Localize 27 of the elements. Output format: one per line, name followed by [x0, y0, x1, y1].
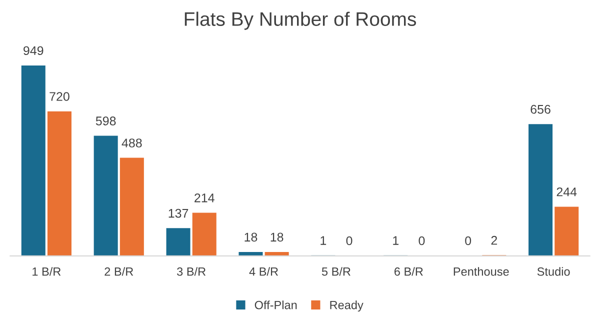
data-label: 0 [346, 236, 352, 246]
x-tick-label: 5 B/R [322, 267, 350, 276]
data-label: 1 [393, 236, 398, 245]
data-label: 214 [194, 193, 214, 202]
data-label: 720 [50, 92, 70, 101]
data-label: 137 [168, 208, 188, 218]
data-label: 244 [556, 187, 577, 196]
x-tick-label: 4 B/R [249, 267, 278, 276]
data-label: 0 [465, 236, 472, 246]
data-label: 656 [530, 104, 550, 114]
data-label: 2 [491, 236, 498, 245]
x-tick-label: 1 B/R [32, 267, 61, 276]
chart-title: Flats By Number of Rooms [184, 12, 416, 30]
data-label: 488 [122, 138, 142, 148]
legend-label: Off-Plan [254, 300, 297, 310]
x-tick-label: 3 B/R [177, 267, 206, 276]
data-label: 949 [24, 46, 44, 56]
data-label: 18 [270, 232, 284, 242]
x-tick-label: 6 B/R [394, 267, 423, 276]
data-label: 598 [96, 116, 116, 126]
data-label: 18 [244, 232, 258, 242]
x-tick-label: Studio [537, 267, 570, 276]
x-tick-label: 2 B/R [104, 267, 134, 276]
data-label: 0 [418, 236, 425, 246]
x-tick-label: Penthouse [454, 267, 509, 276]
data-label: 1 [320, 236, 326, 245]
legend-label: Ready [330, 300, 364, 312]
